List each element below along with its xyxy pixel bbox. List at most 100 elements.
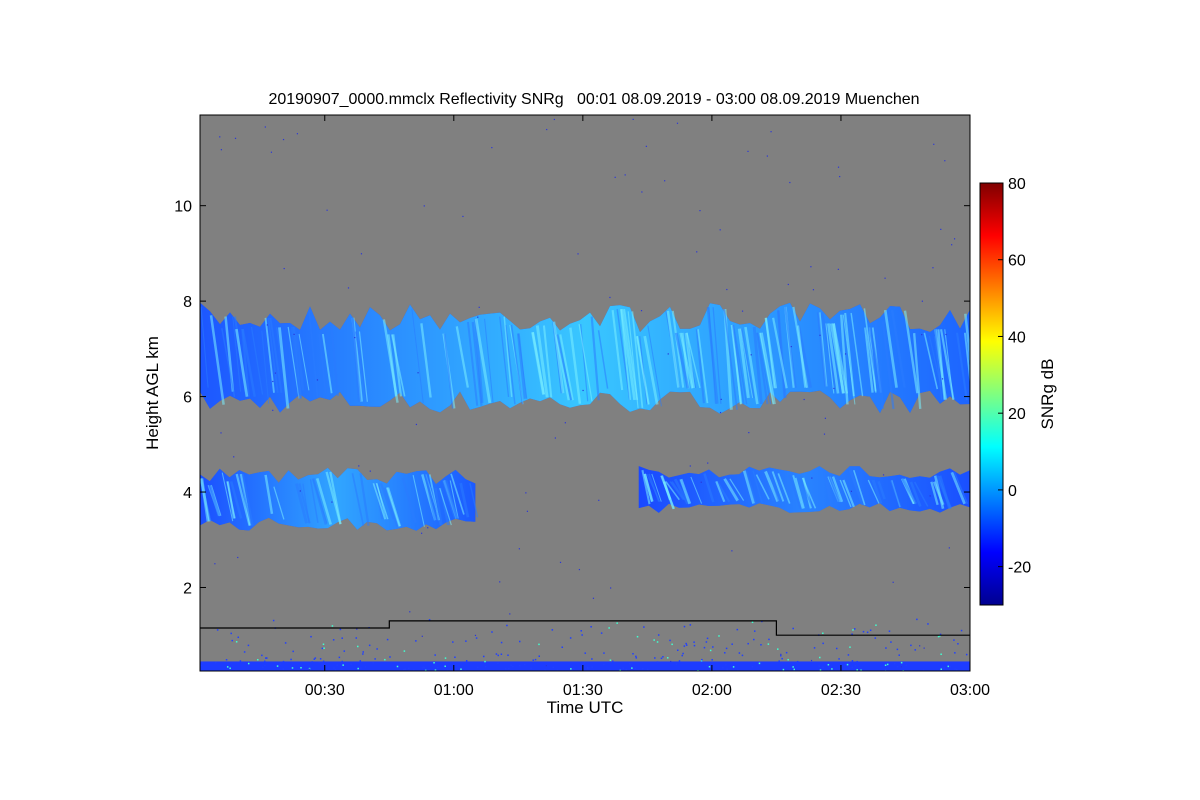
clutter-speck (436, 666, 439, 669)
clutter-speck (705, 641, 708, 643)
clutter-speck (916, 618, 918, 621)
clutter-speck (216, 629, 219, 631)
clutter-speck (793, 668, 795, 671)
clutter-speck (685, 644, 688, 646)
clutter-speck (758, 662, 761, 665)
fall-streak (569, 327, 582, 404)
fall-streak (237, 473, 253, 526)
clutter-speck (631, 667, 633, 669)
noise-speck (525, 492, 527, 494)
noise-speck (274, 372, 277, 374)
noise-speck (417, 372, 419, 374)
fall-streak (499, 316, 510, 398)
clutter-speck (685, 642, 687, 645)
clutter-speck (247, 644, 250, 647)
noise-speck (667, 353, 669, 355)
clutter-speck (272, 619, 275, 622)
fall-streak (241, 328, 250, 397)
fall-streak (828, 476, 840, 503)
clutter-speck (792, 666, 794, 668)
clutter-speck (544, 669, 546, 671)
noise-speck (559, 561, 562, 564)
clutter-speck (262, 666, 264, 669)
clutter-speck (813, 647, 816, 649)
clutter-speck (356, 645, 359, 648)
clutter-speck (778, 660, 780, 662)
clutter-speck (622, 667, 625, 669)
fall-streak (420, 323, 432, 398)
clutter-speck (389, 656, 391, 658)
chart-title: 20190907_0000.mmclx Reflectivity SNRg 00… (268, 91, 919, 108)
fall-streak (964, 313, 970, 369)
fall-streak (732, 324, 748, 405)
clutter-speck (660, 657, 663, 660)
clutter-speck (827, 663, 830, 666)
clutter-speck (831, 668, 833, 670)
fall-streak (241, 328, 256, 397)
clutter-speck (838, 658, 840, 660)
clutter-speck (230, 632, 232, 635)
fall-streak (881, 321, 895, 410)
clutter-speck (586, 666, 589, 669)
x-tick-label: 03:00 (950, 682, 990, 699)
fall-streak (723, 308, 738, 410)
clutter-speck (584, 652, 587, 654)
clutter-speck (751, 621, 754, 624)
clutter-speck (922, 669, 925, 671)
noise-speck (850, 490, 853, 492)
fall-streak (801, 477, 817, 509)
clutter-speck (954, 668, 956, 670)
clutter-speck (628, 662, 631, 665)
clutter-speck (862, 630, 865, 633)
clutter-speck (202, 669, 205, 671)
colorbar-tick-label: 40 (1008, 329, 1026, 346)
clutter-speck (403, 668, 405, 671)
clutter-speck (556, 669, 559, 671)
clutter-speck (953, 639, 955, 641)
fall-streak (934, 329, 948, 400)
noise-speck (719, 229, 721, 231)
clutter-speck (586, 667, 589, 670)
noise-speck (360, 253, 363, 255)
clutter-speck (869, 629, 872, 632)
fall-streak (703, 473, 715, 503)
colorbar-tick-label: 60 (1008, 253, 1026, 270)
clutter-speck (231, 639, 234, 642)
clutter-speck (736, 628, 739, 631)
clutter-speck (700, 660, 703, 662)
fall-streak (503, 316, 513, 398)
y-tick-label: 4 (183, 485, 192, 502)
fall-streak (935, 475, 953, 510)
clutter-speck (243, 651, 246, 653)
clutter-speck (266, 657, 268, 659)
noise-speck (900, 666, 903, 668)
fall-streak (674, 332, 690, 389)
fall-streak (669, 481, 685, 501)
fall-streak (797, 325, 813, 388)
fall-streak (953, 472, 969, 505)
clutter-speck (460, 668, 462, 670)
clutter-speck (768, 638, 770, 641)
clutter-speck (570, 668, 572, 670)
clutter-speck (736, 669, 739, 671)
clutter-speck (350, 663, 352, 666)
fall-streak (933, 335, 942, 387)
clutter-speck (279, 663, 281, 665)
noise-speck (462, 215, 464, 218)
clutter-speck (851, 633, 853, 635)
noise-speck (833, 387, 835, 390)
fall-streak (697, 329, 709, 404)
fall-streak (412, 475, 425, 527)
clutter-speck (341, 660, 344, 663)
clutter-speck (701, 658, 703, 661)
fall-streak (890, 309, 906, 388)
fall-streak (200, 478, 210, 522)
clutter-speck (822, 632, 824, 635)
fall-streak (930, 481, 939, 506)
fall-streak (450, 473, 465, 515)
x-tick-label: 01:30 (563, 682, 603, 699)
clutter-speck (282, 668, 284, 670)
fall-streak (411, 308, 424, 404)
clutter-speck (532, 659, 535, 661)
clutter-speck (300, 666, 302, 669)
